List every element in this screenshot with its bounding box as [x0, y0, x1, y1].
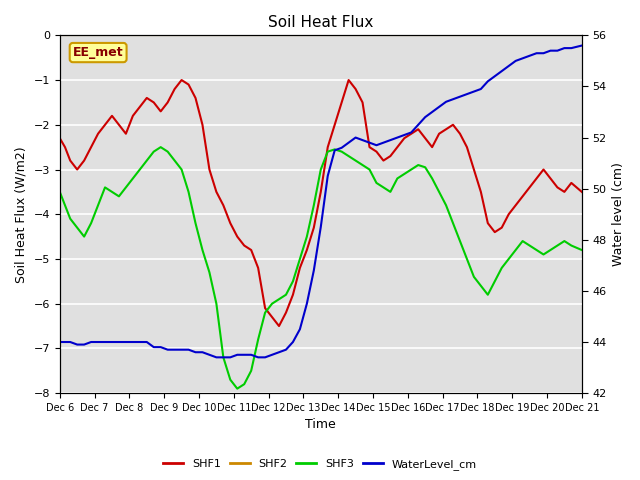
Title: Soil Heat Flux: Soil Heat Flux	[268, 15, 374, 30]
Y-axis label: Water level (cm): Water level (cm)	[612, 162, 625, 266]
Text: EE_met: EE_met	[73, 46, 124, 59]
Y-axis label: Soil Heat Flux (W/m2): Soil Heat Flux (W/m2)	[15, 146, 28, 283]
Legend: SHF1, SHF2, SHF3, WaterLevel_cm: SHF1, SHF2, SHF3, WaterLevel_cm	[159, 455, 481, 474]
X-axis label: Time: Time	[305, 419, 336, 432]
